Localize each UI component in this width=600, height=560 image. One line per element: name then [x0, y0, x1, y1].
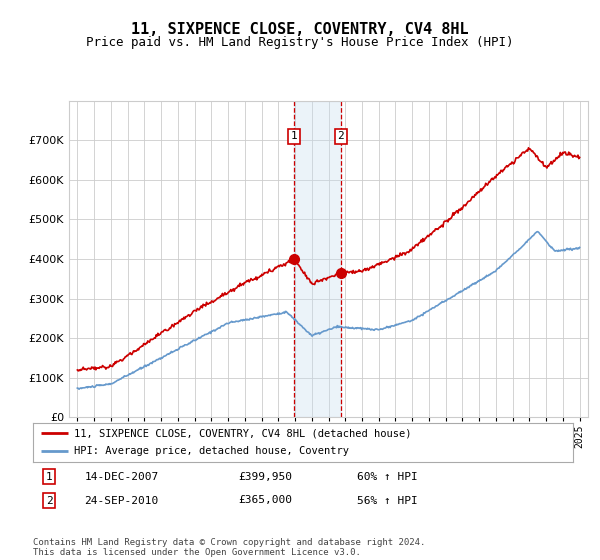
Text: 2: 2: [337, 132, 344, 141]
Text: Contains HM Land Registry data © Crown copyright and database right 2024.
This d: Contains HM Land Registry data © Crown c…: [33, 538, 425, 557]
Text: 1: 1: [291, 132, 298, 141]
Text: 60% ↑ HPI: 60% ↑ HPI: [357, 472, 418, 482]
Text: 1: 1: [46, 472, 53, 482]
Text: £365,000: £365,000: [238, 496, 292, 506]
Text: 2: 2: [46, 496, 53, 506]
Text: 11, SIXPENCE CLOSE, COVENTRY, CV4 8HL (detached house): 11, SIXPENCE CLOSE, COVENTRY, CV4 8HL (d…: [74, 428, 411, 438]
Text: Price paid vs. HM Land Registry's House Price Index (HPI): Price paid vs. HM Land Registry's House …: [86, 36, 514, 49]
Text: 14-DEC-2007: 14-DEC-2007: [84, 472, 158, 482]
Text: 11, SIXPENCE CLOSE, COVENTRY, CV4 8HL: 11, SIXPENCE CLOSE, COVENTRY, CV4 8HL: [131, 22, 469, 38]
Text: 56% ↑ HPI: 56% ↑ HPI: [357, 496, 418, 506]
Text: HPI: Average price, detached house, Coventry: HPI: Average price, detached house, Cove…: [74, 446, 349, 456]
Text: 24-SEP-2010: 24-SEP-2010: [84, 496, 158, 506]
Text: £399,950: £399,950: [238, 472, 292, 482]
Bar: [295, 101, 341, 417]
